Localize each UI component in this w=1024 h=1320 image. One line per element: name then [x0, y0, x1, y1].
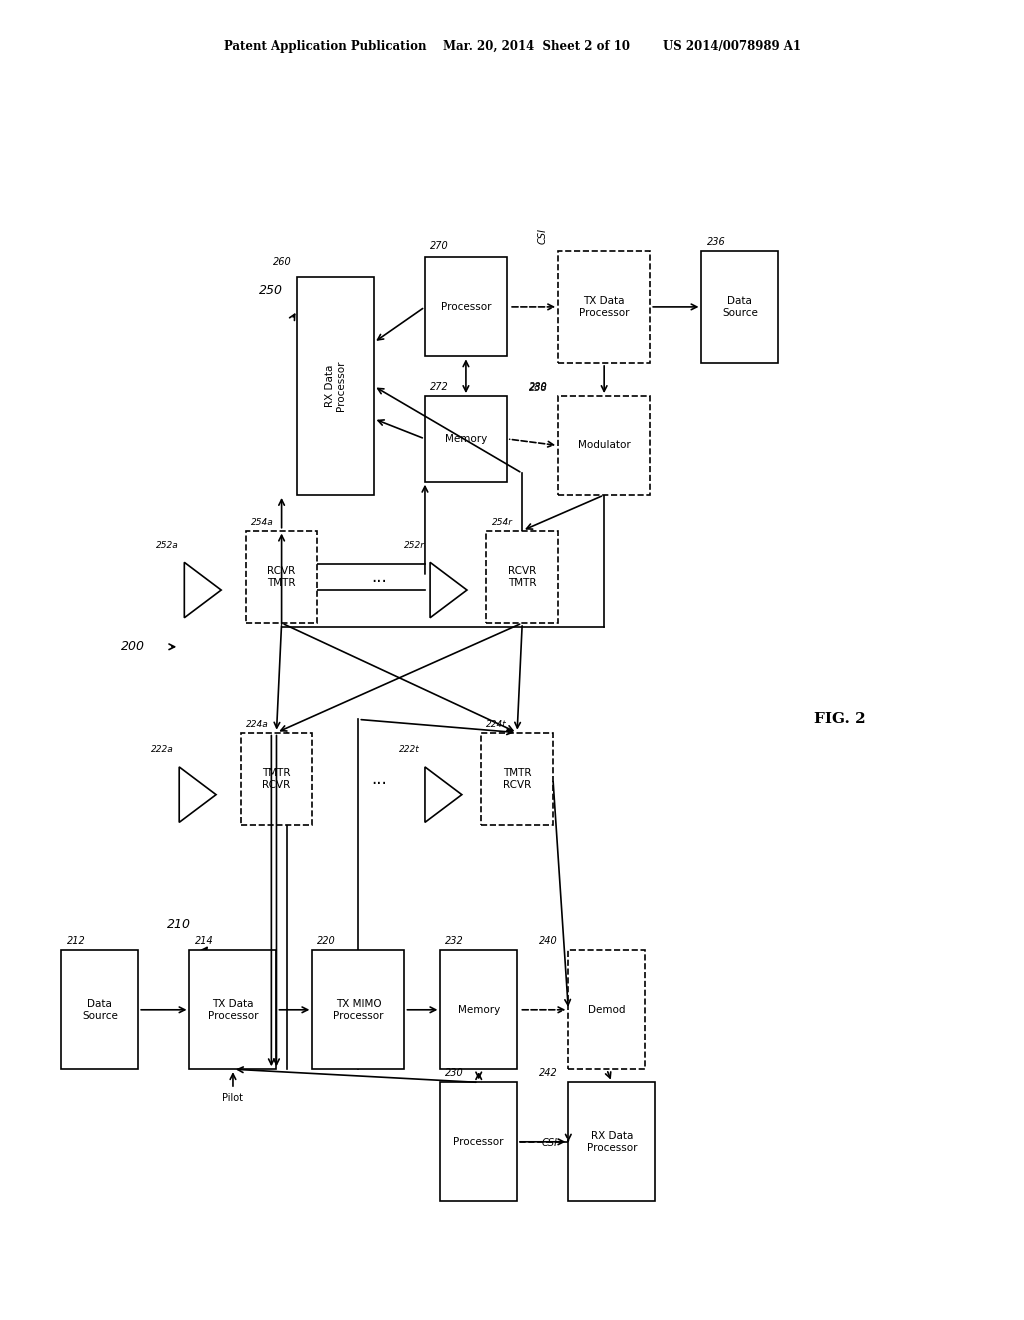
FancyBboxPatch shape	[297, 277, 374, 495]
Text: Demod: Demod	[588, 1005, 626, 1015]
Text: ...: ...	[371, 568, 387, 586]
Text: ...: ...	[371, 770, 387, 788]
Text: 240: 240	[540, 936, 558, 946]
Text: 270: 270	[430, 240, 449, 251]
Text: Pilot: Pilot	[222, 1093, 244, 1104]
Text: 238: 238	[529, 383, 548, 393]
FancyBboxPatch shape	[189, 950, 276, 1069]
Text: 210: 210	[167, 917, 191, 931]
Text: 200: 200	[121, 640, 145, 653]
Polygon shape	[184, 562, 221, 618]
Text: CSI: CSI	[538, 228, 548, 244]
Text: 272: 272	[430, 381, 449, 392]
Text: TX Data
Processor: TX Data Processor	[579, 296, 630, 318]
Polygon shape	[430, 562, 467, 618]
FancyBboxPatch shape	[481, 733, 553, 825]
Text: TX Data
Processor: TX Data Processor	[208, 999, 258, 1020]
FancyBboxPatch shape	[440, 1082, 517, 1201]
Text: 232: 232	[445, 936, 464, 946]
FancyBboxPatch shape	[241, 733, 312, 825]
Text: 252a: 252a	[157, 541, 179, 550]
Text: 224t: 224t	[486, 719, 507, 729]
Polygon shape	[425, 767, 462, 822]
Text: 260: 260	[273, 256, 292, 267]
Text: FIG. 2: FIG. 2	[814, 713, 865, 726]
FancyBboxPatch shape	[568, 1082, 655, 1201]
Text: Patent Application Publication    Mar. 20, 2014  Sheet 2 of 10        US 2014/00: Patent Application Publication Mar. 20, …	[223, 40, 801, 53]
FancyBboxPatch shape	[61, 950, 138, 1069]
Text: 214: 214	[195, 936, 213, 946]
Text: RCVR
TMTR: RCVR TMTR	[267, 566, 296, 587]
Text: 212: 212	[67, 936, 85, 946]
FancyBboxPatch shape	[558, 251, 650, 363]
Text: 222t: 222t	[399, 746, 420, 755]
Text: 220: 220	[317, 936, 336, 946]
Text: Memory: Memory	[458, 1005, 500, 1015]
Text: 242: 242	[540, 1068, 558, 1078]
Text: 224a: 224a	[246, 719, 268, 729]
Text: Processor: Processor	[440, 302, 492, 312]
Text: 230: 230	[445, 1068, 464, 1078]
Text: TMTR
RCVR: TMTR RCVR	[262, 768, 291, 789]
FancyBboxPatch shape	[486, 531, 558, 623]
Text: 252r: 252r	[403, 541, 425, 550]
Text: 280: 280	[529, 381, 548, 392]
Text: Processor: Processor	[454, 1137, 504, 1147]
Text: TX MIMO
Processor: TX MIMO Processor	[333, 999, 384, 1020]
Text: RX Data
Processor: RX Data Processor	[325, 360, 346, 412]
FancyBboxPatch shape	[440, 950, 517, 1069]
FancyBboxPatch shape	[558, 396, 650, 495]
Text: Memory: Memory	[444, 434, 487, 444]
Text: 222a: 222a	[152, 746, 174, 755]
FancyBboxPatch shape	[312, 950, 404, 1069]
FancyBboxPatch shape	[568, 950, 645, 1069]
Text: TMTR
RCVR: TMTR RCVR	[503, 768, 531, 789]
Text: Modulator: Modulator	[578, 441, 631, 450]
FancyBboxPatch shape	[425, 257, 507, 356]
Text: Data
Source: Data Source	[82, 999, 118, 1020]
Text: Data
Source: Data Source	[722, 296, 758, 318]
Text: 254a: 254a	[251, 517, 273, 527]
FancyBboxPatch shape	[701, 251, 778, 363]
FancyBboxPatch shape	[246, 531, 317, 623]
Text: 254r: 254r	[492, 517, 513, 527]
FancyBboxPatch shape	[425, 396, 507, 482]
Text: 250: 250	[259, 284, 284, 297]
Text: RCVR
TMTR: RCVR TMTR	[508, 566, 537, 587]
Text: 236: 236	[707, 236, 725, 247]
Text: RX Data
Processor: RX Data Processor	[587, 1131, 637, 1152]
Text: CSI: CSI	[542, 1138, 558, 1148]
Polygon shape	[179, 767, 216, 822]
